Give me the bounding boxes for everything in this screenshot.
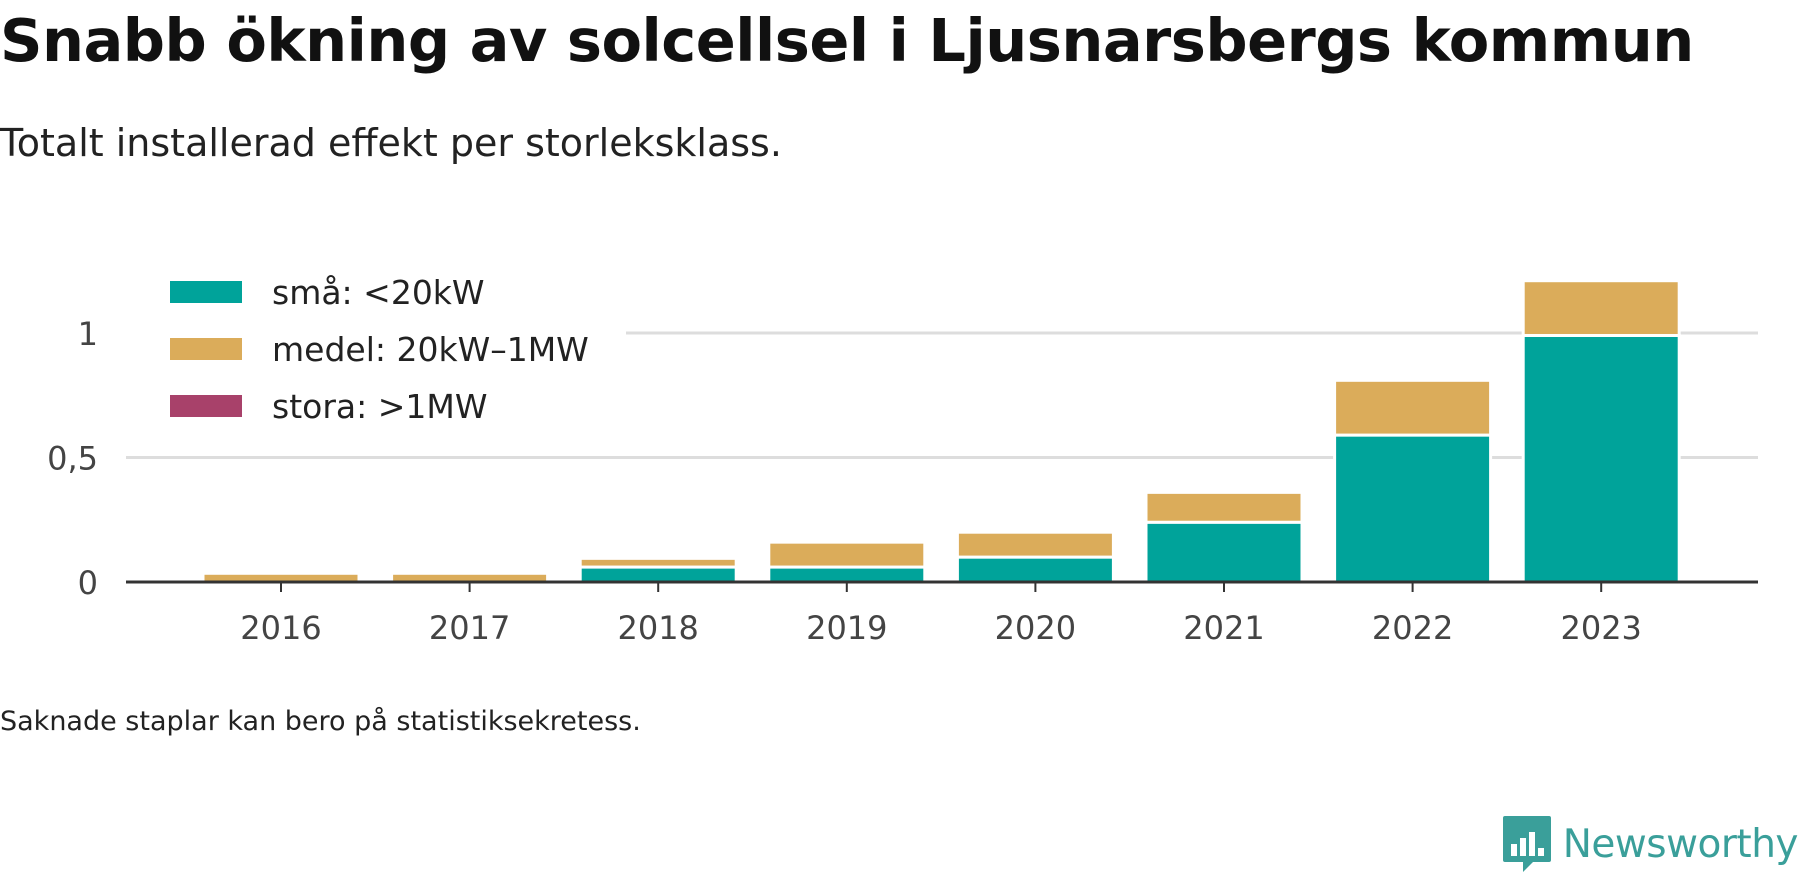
x-tick-label: 2016 — [240, 609, 321, 647]
bar-segment: 2019 – små: <20kW: 0.06 — [767, 565, 927, 584]
newsworthy-logo-icon — [1502, 816, 1551, 872]
brand-name: Newsworthy — [1562, 821, 1799, 867]
footnote: Saknade staplar kan bero på statistiksek… — [0, 706, 641, 737]
x-tick-label: 2018 — [617, 609, 698, 647]
bar-segment: 2021 – medel: 20kW–1MW: 0.12 — [1144, 490, 1304, 524]
bar-segment: 2018 – medel: 20kW–1MW: 0.035 — [578, 556, 738, 569]
x-tick-label: 2019 — [806, 609, 887, 647]
bar-segment: 2018 – små: <20kW: 0.06 — [578, 565, 738, 584]
y-tick-label: 0 — [78, 564, 98, 602]
x-tick-label: 2023 — [1560, 609, 1641, 647]
stacked-bar-chart: 2016 – medel: 20kW–1MW: 0.0352017 – mede… — [47, 264, 1758, 647]
axes: 0 0,5 1 2016 2017 2018 2019 2020 2021 2022 2023 — [47, 315, 1758, 647]
x-tick-label: 2020 — [995, 609, 1076, 647]
y-tick-label: 1 — [78, 315, 98, 353]
y-tick-label: 0,5 — [47, 440, 98, 478]
bar-segment: 2022 – medel: 20kW–1MW: 0.22 — [1333, 378, 1493, 437]
legend-swatch — [170, 395, 242, 417]
chart-title: Snabb ökning av solcellsel i Ljusnarsber… — [0, 6, 1694, 75]
bar-segment: 2020 – små: <20kW: 0.1 — [955, 555, 1115, 584]
legend-swatch — [170, 338, 242, 360]
brand-logo: Newsworthy — [1501, 816, 1799, 872]
x-tick-label: 2022 — [1372, 609, 1453, 647]
chart-subtitle: Totalt installerad effekt per storlekskl… — [0, 121, 782, 165]
bars: 2016 – medel: 20kW–1MW: 0.0352017 – mede… — [201, 279, 1681, 584]
bar-segment: 2022 – små: <20kW: 0.59 — [1333, 433, 1493, 584]
bar-segment: 2023 – små: <20kW: 0.99 — [1521, 333, 1681, 584]
legend-label: små: <20kW — [272, 273, 485, 312]
legend: små: <20kW medel: 20kW–1MW stora: >1MW — [126, 264, 626, 434]
bar-segment: 2019 – medel: 20kW–1MW: 0.1 — [767, 540, 927, 569]
bar-segment: 2023 – medel: 20kW–1MW: 0.22 — [1521, 279, 1681, 337]
legend-swatch — [170, 281, 242, 303]
x-tick-label: 2021 — [1183, 609, 1264, 647]
legend-label: medel: 20kW–1MW — [272, 330, 589, 369]
bar-segment: 2020 – medel: 20kW–1MW: 0.1 — [955, 530, 1115, 559]
bar-segment: 2021 – små: <20kW: 0.24 — [1144, 520, 1304, 584]
x-tick-label: 2017 — [429, 609, 510, 647]
legend-label: stora: >1MW — [272, 387, 487, 426]
